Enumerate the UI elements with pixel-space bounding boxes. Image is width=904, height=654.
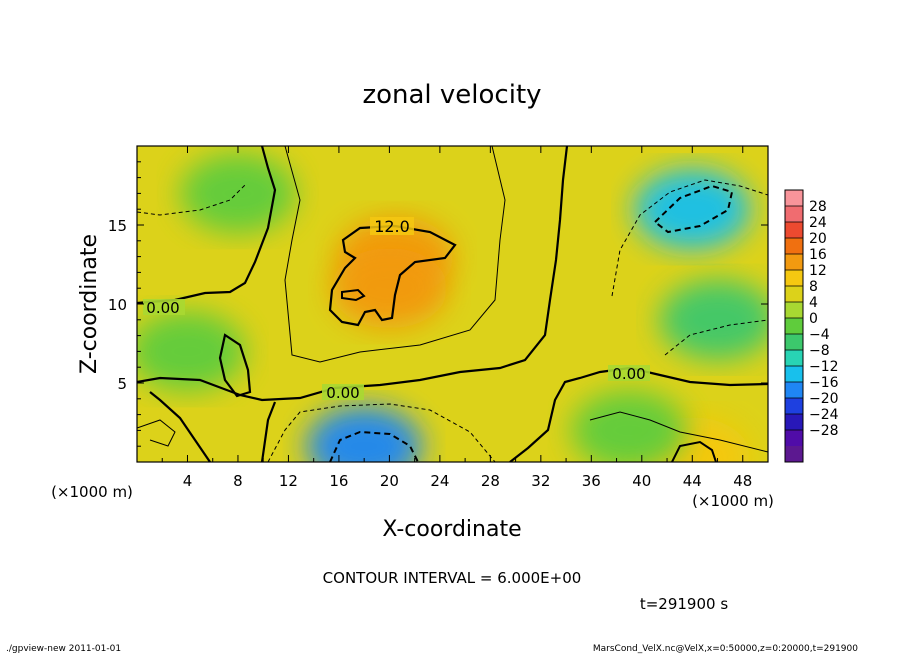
contour-labels: 12.0 0.00 0.00 0.00 xyxy=(143,217,650,402)
anomaly-blob-6 xyxy=(659,279,768,360)
x-tick-label: 12 xyxy=(279,472,298,490)
x-tick-label: 36 xyxy=(582,472,601,490)
colorbar-swatch xyxy=(785,334,803,351)
x-tick-label: 8 xyxy=(233,472,243,490)
colorbar-label: 8 xyxy=(809,279,818,295)
x-tick-label: 20 xyxy=(380,472,399,490)
anomaly-blob-5 xyxy=(179,153,296,234)
y-tick-label: 5 xyxy=(117,375,127,393)
contour-thin-7 xyxy=(137,419,176,447)
x-unit-right: (×1000 m) xyxy=(692,492,774,510)
contour-neg-ne xyxy=(653,184,734,234)
zero-contour-lower xyxy=(149,391,211,462)
colorbar-swatch xyxy=(785,286,803,303)
colorbar-swatch xyxy=(785,206,803,223)
contour-12-south xyxy=(671,440,717,462)
zero-contour-left xyxy=(137,146,277,305)
contour-label-0-mid: 0.00 xyxy=(326,384,359,402)
contour-12 xyxy=(328,224,457,327)
contour-thin-6 xyxy=(589,411,768,453)
y-axis-title: Z-coordinate xyxy=(77,234,102,374)
contour-thin-3 xyxy=(611,179,768,297)
colorbar-label: −20 xyxy=(809,391,839,407)
contour-interval-note: CONTOUR INTERVAL = 6.000E+00 xyxy=(323,569,582,587)
y-tick-label: 15 xyxy=(108,217,127,235)
x-axis-ticks: 4 8 12 16 20 24 28 32 36 40 44 48 xyxy=(161,146,752,490)
x-unit-left: (×1000 m) xyxy=(51,483,133,501)
colorbar-frame xyxy=(784,189,804,463)
colorbar-swatch xyxy=(785,350,803,367)
plot-area: 12.0 0.00 0.00 0.00 xyxy=(137,146,768,462)
x-tick-label: 44 xyxy=(683,472,702,490)
colorbar-label: −12 xyxy=(809,359,839,375)
x-tick-label: 24 xyxy=(430,472,449,490)
y-tick-label: 10 xyxy=(108,296,127,314)
x-tick-label: 32 xyxy=(531,472,550,490)
colorbar-swatch xyxy=(785,366,803,383)
colorbar-swatch xyxy=(785,430,803,447)
colorbar-label: 16 xyxy=(809,247,827,263)
colorbar-swatch xyxy=(785,446,803,463)
footer-right: MarsCond_VelX.nc@VelX,x=0:50000,z=0:2000… xyxy=(593,644,858,654)
colorbar-swatch xyxy=(785,190,803,207)
contour-label-0-left: 0.00 xyxy=(146,299,179,317)
colorbar-swatch xyxy=(785,382,803,399)
colorbar-swatch xyxy=(785,318,803,335)
anomaly-blob-8 xyxy=(571,390,688,462)
anomaly-blob-2 xyxy=(634,169,751,250)
colorbar-label: 4 xyxy=(809,295,818,311)
colorbar-swatch xyxy=(785,414,803,431)
contour-label-0-right: 0.00 xyxy=(612,365,645,383)
colorbar-label: −16 xyxy=(809,375,839,391)
colorbar-label: 20 xyxy=(809,231,827,247)
colorbar-label: −28 xyxy=(809,423,839,439)
x-tick-label: 4 xyxy=(183,472,193,490)
colorbar-label: −4 xyxy=(809,327,830,343)
colorbar-label: −24 xyxy=(809,407,839,423)
contour-thin-1 xyxy=(284,146,506,363)
zero-contour-island xyxy=(218,333,252,398)
colorbar-label: 12 xyxy=(809,263,827,279)
colorbar-label: 28 xyxy=(809,199,827,215)
colorbar-swatch xyxy=(785,302,803,319)
x-tick-label: 16 xyxy=(329,472,348,490)
chart-title: zonal velocity xyxy=(362,80,541,110)
colorbar-label: 0 xyxy=(809,311,818,327)
x-tick-label: 28 xyxy=(481,472,500,490)
footer-left: ./gpview-new 2011-01-01 xyxy=(6,644,121,654)
colorbar-swatch xyxy=(785,238,803,255)
x-tick-label: 48 xyxy=(733,472,752,490)
contour-thin-4 xyxy=(664,319,768,356)
colorbar-swatch xyxy=(785,222,803,239)
anomaly-layer xyxy=(137,153,768,462)
colorbar-swatch xyxy=(785,270,803,287)
contour-lines xyxy=(137,146,768,462)
contour-neg-s xyxy=(329,430,419,462)
colorbar-swatch xyxy=(785,254,803,271)
zero-contour-valley xyxy=(260,401,277,462)
y-axis-ticks: 5 10 15 xyxy=(108,161,768,447)
contour-label-12: 12.0 xyxy=(374,217,410,236)
contour-thin-2 xyxy=(137,184,246,216)
anomaly-blob-1 xyxy=(331,248,448,329)
x-tick-label: 40 xyxy=(632,472,651,490)
time-label: t=291900 s xyxy=(640,595,728,613)
anomaly-blob-7 xyxy=(137,311,246,392)
anomaly-blob-3 xyxy=(306,406,423,462)
x-axis-title: X-coordinate xyxy=(382,517,521,542)
contour-12-inner xyxy=(341,288,366,302)
zero-contour-rightlow xyxy=(509,366,768,462)
colorbar-swatch xyxy=(785,398,803,415)
colorbar-label: 24 xyxy=(809,215,827,231)
colorbar-label: −8 xyxy=(809,343,830,359)
